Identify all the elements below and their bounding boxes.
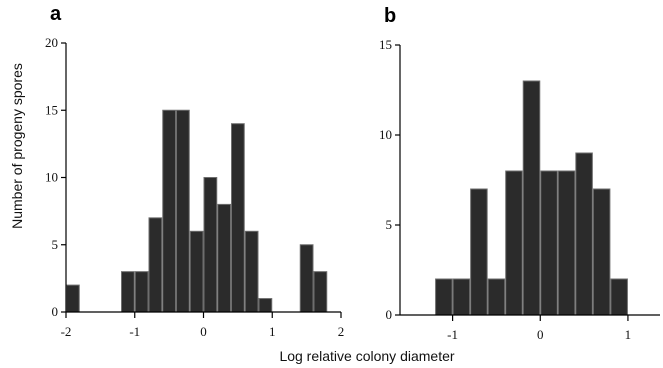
y-tick-label: 10 [379,127,392,142]
panel-b: b 0 5 10 15 -1 0 1 [379,5,660,342]
bar [299,244,314,313]
bar [231,123,245,313]
y-tick-label: 20 [45,35,58,50]
bar [505,170,523,316]
x-tick-label: 0 [537,327,544,342]
bar [244,230,259,313]
bar [203,177,218,313]
x-tick-label: 1 [269,324,276,339]
bar [487,278,506,316]
bar [522,80,541,316]
bar [189,230,204,313]
x-axis-title: Log relative colony diameter [279,348,454,364]
bar [610,278,628,316]
y-tick-label: 5 [52,237,59,252]
bar [148,217,163,313]
bar [217,203,231,313]
bar [575,152,593,316]
y-tick-label: 15 [379,37,392,52]
bar [435,278,453,316]
x-tick-label: -2 [61,324,72,339]
bar [452,278,471,316]
y-tick-label: 10 [45,170,58,185]
bar [162,109,176,313]
x-tick-label: -1 [129,324,140,339]
bar [258,298,273,313]
y-tick-label: 15 [45,102,58,117]
bar [557,170,576,316]
bar [540,170,558,316]
panel-a-bars [66,109,328,313]
y-axis-title: Number of progeny spores [9,63,25,229]
x-tick-label: 1 [625,327,632,342]
y-tick-label: 0 [386,307,393,322]
bar [121,271,135,313]
bar [470,188,488,316]
panel-a-axes: 0 5 10 15 20 -2 -1 0 1 2 [45,35,344,339]
bar [66,284,80,313]
bar [592,188,611,316]
panel-b-axes: 0 5 10 15 -1 0 1 [379,37,660,342]
y-tick-label: 0 [52,304,59,319]
panel-b-label: b [384,5,396,27]
panel-b-bars [435,80,628,316]
bar [176,109,190,313]
bar [134,271,149,313]
x-tick-label: 2 [338,324,345,339]
bar [313,271,328,313]
panel-a-label: a [50,3,62,25]
y-tick-label: 5 [386,217,393,232]
x-tick-label: 0 [200,324,207,339]
x-tick-label: -1 [447,327,458,342]
